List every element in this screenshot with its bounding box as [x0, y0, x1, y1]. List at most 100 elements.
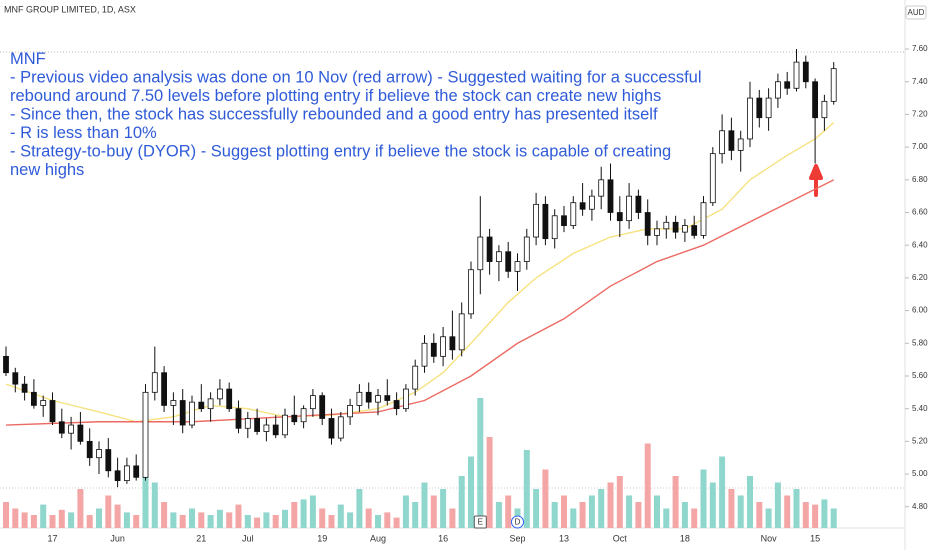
candle-body	[40, 400, 47, 406]
x-tick-label: 15	[810, 533, 820, 543]
currency-box	[905, 5, 927, 20]
volume-bar	[235, 504, 242, 528]
y-tick-label: 7.60	[912, 44, 928, 53]
moving-average	[5, 122, 835, 423]
candle-body	[244, 418, 251, 429]
candle-body	[365, 391, 372, 403]
candle-body	[77, 424, 84, 442]
volume-bar	[821, 499, 828, 528]
candle-body	[495, 251, 502, 262]
candle-body	[226, 388, 233, 410]
volume-bar	[635, 502, 642, 528]
volume-bar	[96, 508, 102, 528]
volume-bar	[747, 476, 753, 528]
y-tick-label: 6.00	[912, 306, 928, 315]
candle-body	[607, 179, 614, 213]
volume-bar	[495, 502, 502, 528]
annotation-line: rebound around 7.50 levels before plotti…	[10, 87, 661, 105]
annotation-line: - Previous video analysis was done on 10…	[10, 69, 702, 87]
moving-average	[5, 179, 835, 426]
event-label: D	[515, 518, 521, 527]
annotation-line: - Since then, the stock has successfully…	[10, 106, 658, 124]
y-tick-label: 5.40	[912, 404, 928, 413]
volume-bar	[58, 509, 65, 528]
candle-body	[663, 221, 670, 230]
candle-body	[12, 372, 19, 385]
annotation-line: new highs	[10, 161, 84, 179]
candle-body	[347, 404, 354, 418]
candle-body	[765, 97, 772, 119]
candle-body	[570, 202, 577, 226]
candle-body	[458, 313, 465, 351]
volume-bar	[300, 499, 307, 528]
event-marker	[511, 515, 524, 529]
volume-bar	[142, 476, 149, 528]
volume-bar	[756, 502, 763, 528]
volume-bar	[30, 515, 37, 528]
volume-bar	[449, 508, 456, 528]
candle-body	[179, 400, 186, 426]
x-tick-label: 19	[317, 533, 327, 543]
volume-bar	[440, 489, 447, 528]
volume-bar	[430, 495, 437, 528]
volume-bar	[151, 482, 158, 528]
volume-bar	[356, 489, 363, 528]
candle-body	[198, 401, 205, 410]
candle-body	[514, 261, 521, 272]
chart-title: MNF GROUP LIMITED, 1D, ASX	[4, 4, 136, 14]
candle-body	[691, 225, 698, 236]
volume-bar	[402, 495, 409, 528]
volume-bar	[663, 508, 670, 528]
x-tick-label: Sep	[509, 533, 525, 543]
candle-body	[802, 61, 809, 83]
volume-bar	[365, 508, 372, 528]
candle-body	[124, 465, 130, 481]
volume-bar	[644, 443, 651, 528]
y-tick-label: 5.60	[912, 371, 928, 380]
y-tick-label: 4.80	[912, 502, 928, 511]
volume-bar	[802, 502, 809, 528]
candle-body	[477, 236, 484, 271]
candle-body	[551, 215, 558, 240]
volume-bar	[291, 502, 298, 528]
x-tick-label: 16	[438, 533, 448, 543]
candle-body	[254, 418, 261, 432]
volume-bar	[216, 509, 223, 528]
x-tick-label: Aug	[370, 533, 386, 543]
candle-body	[719, 130, 725, 155]
candle-body	[579, 202, 586, 210]
volume-bar	[588, 495, 595, 528]
candle-body	[272, 424, 279, 436]
annotation-line: - Strategy-to-buy (DYOR) - Suggest plott…	[10, 143, 671, 161]
candle-body	[21, 383, 28, 393]
candle-body	[161, 372, 168, 406]
y-tick-label: 6.40	[912, 240, 928, 249]
x-tick-label: Nov	[761, 533, 778, 543]
volume-bar	[347, 512, 354, 528]
candle-body	[384, 395, 391, 401]
candle-body	[58, 421, 65, 434]
volume-bar	[86, 515, 93, 528]
candle-body	[430, 342, 437, 357]
candle-body	[216, 388, 223, 400]
volume-bar	[486, 437, 493, 528]
candle-body	[523, 236, 530, 262]
candle-body	[96, 449, 102, 459]
volume-bar	[719, 456, 726, 528]
volume-bar	[328, 515, 335, 528]
candle-body	[449, 336, 456, 351]
candle-body	[440, 336, 447, 357]
candle-body	[170, 400, 177, 406]
candle-body	[356, 391, 363, 406]
event-label: E	[478, 518, 483, 527]
y-tick-label: 7.40	[912, 77, 928, 86]
candle-body	[412, 365, 419, 390]
volume-bar	[523, 450, 530, 528]
annotation: MNF- Previous video analysis was done on…	[10, 50, 702, 179]
candle-body	[709, 153, 716, 204]
volume-bar	[468, 456, 474, 528]
volume-bar	[282, 509, 288, 528]
candle-body	[3, 355, 9, 374]
candle-body	[402, 388, 409, 410]
candle-body	[421, 342, 428, 367]
